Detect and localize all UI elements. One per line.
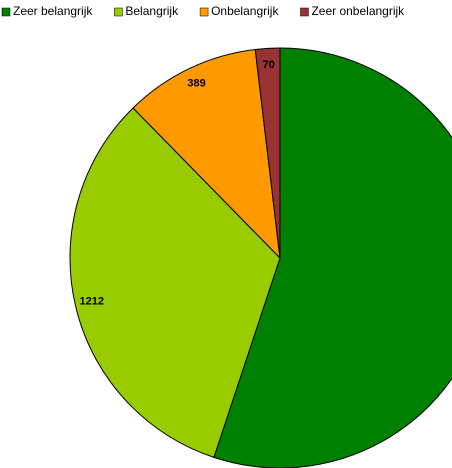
legend-swatch [300,7,309,17]
pie-slice [213,47,452,468]
legend-label: Belangrijk [125,4,179,18]
legend-label: Zeer onbelangrijk [311,4,405,18]
data-label: 389 [187,78,205,90]
legend-label: Onbelangrijk [211,4,279,18]
data-label: 1212 [80,295,104,307]
legend-swatch [114,7,123,17]
pie-slice [254,47,281,259]
legend-label: Zeer belangrijk [13,4,93,18]
pie-slice [69,107,281,458]
data-label: 70 [262,59,274,71]
pie-slice [132,48,281,260]
legend-swatch [199,7,209,17]
legend-swatch [1,7,11,17]
